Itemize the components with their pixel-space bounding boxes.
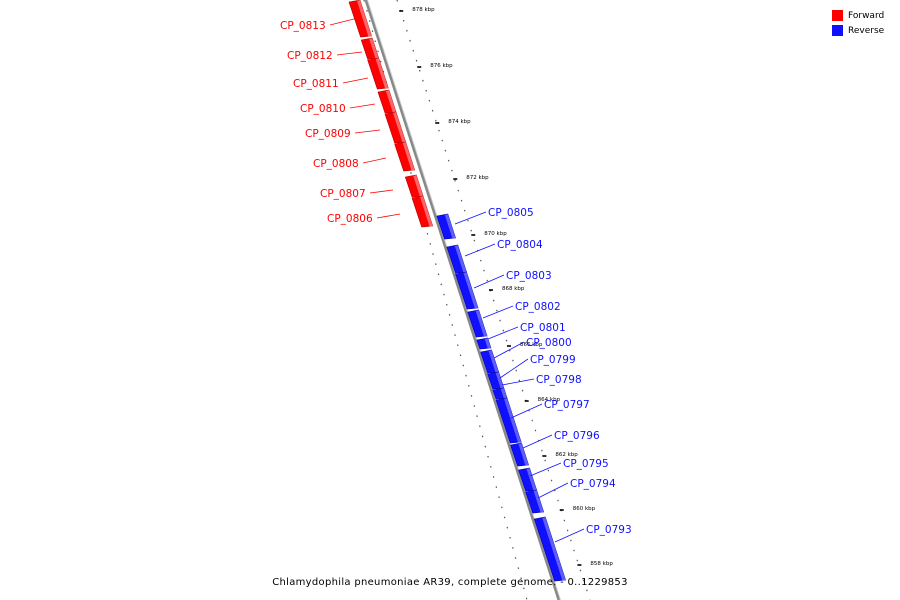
gene-label: CP_0796	[554, 430, 600, 442]
gene-shade	[542, 517, 566, 581]
leader-line	[376, 213, 401, 219]
gene-features	[348, 0, 566, 582]
tick-label: 858 kbp	[590, 561, 613, 567]
gene-label: CP_0802	[515, 301, 561, 313]
leader-line	[329, 17, 359, 26]
leader-line	[454, 211, 487, 225]
scale-ticks: 878 kbp 876 kbp 874 kbp 872 kbp 870 kbp 868 k…	[399, 7, 613, 567]
gene-shade	[375, 58, 389, 89]
gene-label: CP_0806	[327, 213, 373, 225]
gene-label: CP_0813	[280, 20, 326, 32]
gene-label: CP_0800	[526, 337, 572, 349]
guide-right	[396, 0, 591, 600]
leader-line	[510, 403, 543, 419]
legend: Forward Reverse	[832, 8, 892, 38]
tick-label: 876 kbp	[430, 63, 453, 69]
gene-shade	[385, 90, 397, 113]
gene-shade	[475, 310, 488, 337]
gene-label: CP_0810	[300, 103, 346, 115]
gene-shade	[500, 388, 508, 399]
gene-shade	[357, 0, 372, 37]
gene-label: CP_0807	[320, 188, 366, 200]
gene-shade	[526, 468, 537, 491]
leader-line	[464, 243, 496, 257]
tick-label: 878 kbp	[412, 7, 435, 13]
gene-labels: CP_0813 CP_0812 CP_0811 CP_0810 CP_0809 CP_08…	[280, 20, 632, 536]
leader-line	[493, 341, 525, 359]
tick-label: 872 kbp	[466, 175, 489, 181]
leader-line	[342, 77, 369, 84]
legend-forward-label: Forward	[848, 10, 885, 21]
gene-label-leaders	[329, 17, 585, 543]
gene-label: CP_0794	[570, 478, 616, 490]
leader-line	[487, 326, 519, 340]
legend-reverse-label: Reverse	[848, 25, 885, 36]
gene-label: CP_0808	[313, 158, 359, 170]
leader-line	[499, 358, 529, 379]
gene-shade	[444, 214, 456, 239]
dotted-guide-lines	[363, 0, 591, 600]
legend-reverse: Reverse	[832, 23, 892, 38]
tick-label: 860 kbp	[573, 506, 596, 512]
leader-line	[537, 482, 569, 499]
gene-shade	[402, 142, 415, 171]
tick-label: 864 kbp	[538, 397, 561, 403]
tick-label: 866 kbp	[520, 342, 543, 348]
forward-swatch	[832, 10, 843, 21]
gene-shade	[518, 443, 529, 466]
gene-shade	[454, 245, 467, 273]
gene-shade	[369, 38, 379, 59]
leader-line	[482, 305, 514, 319]
leader-line	[349, 103, 376, 109]
tick-label: 870 kbp	[484, 231, 507, 237]
gene-label: CP_0809	[305, 128, 351, 140]
gene-label: CP_0803	[506, 270, 552, 282]
tick-label: 862 kbp	[555, 452, 578, 458]
gene-shade	[488, 350, 499, 373]
gene-shade	[413, 175, 424, 197]
gene-shade	[484, 338, 491, 349]
leader-line	[529, 462, 562, 477]
gene-shade	[393, 112, 406, 143]
leader-line	[501, 378, 535, 386]
reverse-swatch	[832, 25, 843, 36]
genome-range-sep: -	[560, 577, 568, 588]
legend-forward: Forward	[832, 8, 892, 23]
genome-range: 0..1229853	[567, 577, 628, 588]
gene-shade	[420, 196, 433, 227]
genome-title: Chlamydophila pneumoniae AR39, complete …	[272, 577, 557, 588]
gene-shade	[495, 372, 504, 389]
tick-label: 874 kbp	[448, 119, 471, 125]
gene-label: CP_0799	[530, 354, 576, 366]
gene-label: CP_0811	[293, 78, 339, 90]
gene-label: CP_0795	[563, 458, 609, 470]
gene-label: CP_0797	[544, 399, 590, 411]
gene-label: CP_0805	[488, 207, 534, 219]
gene-label: CP_0798	[536, 374, 582, 386]
gene-label: CP_0801	[520, 322, 566, 334]
gene-shade	[504, 398, 522, 443]
tick-label: 868 kbp	[502, 286, 525, 292]
genome-caption: Chlamydophila pneumoniae AR39, complete …	[0, 577, 900, 588]
gene-shade	[533, 490, 544, 513]
gene-label: CP_0793	[586, 524, 632, 536]
gene-shade	[463, 272, 479, 309]
leader-line	[554, 528, 585, 543]
leader-line	[362, 157, 387, 164]
genome-backbone	[364, 0, 561, 600]
leader-line	[354, 129, 381, 134]
leader-line	[522, 434, 553, 449]
leader-line	[336, 51, 363, 56]
gene-label: CP_0804	[497, 239, 543, 251]
backbone-line	[364, 0, 561, 600]
gene-label: CP_0812	[287, 50, 333, 62]
leader-line	[473, 274, 505, 289]
leader-line	[369, 189, 394, 194]
